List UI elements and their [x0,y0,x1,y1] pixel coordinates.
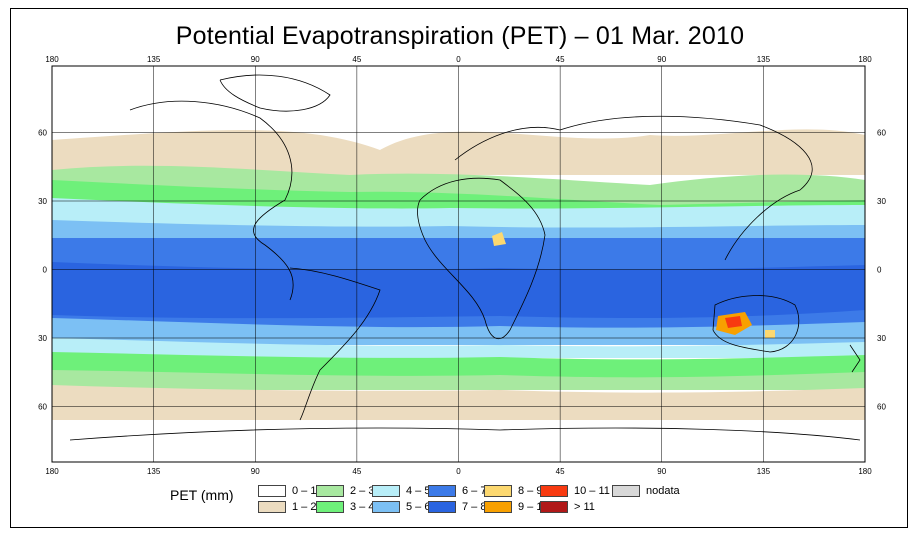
legend-item-label: 0 – 1 [292,485,317,497]
lon-tick-label: 45 [556,55,565,64]
legend-item: 2 – 3 [316,484,374,498]
legend-item: 1 – 2 [258,500,316,514]
legend-label: PET (mm) [170,487,234,503]
legend-swatch [540,485,568,497]
lon-tick-label: 0 [456,467,461,476]
lon-tick-label: 90 [251,467,260,476]
lat-tick-label: 30 [38,334,47,343]
lat-ticks-left: 60 30 0 30 60 [38,129,47,412]
legend-item-label: 5 – 6 [406,501,431,513]
lat-ticks-right: 60 30 0 30 60 [877,129,886,412]
lat-tick-label: 60 [877,403,886,412]
lon-tick-label: 135 [147,467,161,476]
lon-tick-label: 0 [456,55,461,64]
legend-swatch [316,485,344,497]
lon-tick-label: 90 [251,55,260,64]
legend-item: 4 – 5 [372,484,430,498]
legend-swatch [316,501,344,513]
legend-item-label: 6 – 7 [462,485,487,497]
legend-item-label: 3 – 4 [350,501,375,513]
legend-item: 6 – 7 [428,484,486,498]
lon-tick-label: 180 [45,467,59,476]
legend-swatch [540,501,568,513]
lon-tick-label: 45 [352,55,361,64]
lat-tick-label: 30 [877,334,886,343]
lat-tick-label: 0 [877,266,882,275]
lon-tick-label: 135 [147,55,161,64]
figure-frame [10,8,908,528]
lon-tick-label: 135 [757,467,771,476]
legend-swatch [258,501,286,513]
hotspot-australia-east [765,330,775,338]
lat-tick-label: 30 [877,197,886,206]
lon-tick-label: 180 [45,55,59,64]
lon-ticks-bottom: 180 135 90 45 0 45 90 135 180 [45,467,872,476]
lon-tick-label: 45 [352,467,361,476]
map-title: Potential Evapotranspiration (PET) – 01 … [175,22,745,50]
legend-item-label: 2 – 3 [350,485,375,497]
legend-item-label: > 11 [574,501,595,513]
legend-swatch [428,485,456,497]
legend-swatch [372,485,400,497]
legend-item-label: 10 – 11 [574,485,610,497]
hotspot-australia-core [725,316,742,328]
lon-tick-label: 180 [858,467,872,476]
legend-item-label: 8 – 9 [518,485,543,497]
legend-item: 7 – 8 [428,500,486,514]
legend-item: nodata [612,484,680,498]
legend-item-label: 7 – 8 [462,501,487,513]
legend-item: 10 – 11 [540,484,610,498]
legend-item: 5 – 6 [372,500,430,514]
legend-swatch [484,501,512,513]
legend-item: 8 – 9 [484,484,542,498]
lon-tick-label: 90 [657,467,666,476]
legend-item-label: 1 – 2 [292,501,317,513]
lat-tick-label: 60 [38,129,47,138]
legend-swatch [484,485,512,497]
hotspot-africa [492,232,506,246]
legend-item: 3 – 4 [316,500,374,514]
lon-tick-label: 180 [858,55,872,64]
lon-tick-label: 90 [657,55,666,64]
map-border [51,65,866,463]
legend-item-label: nodata [646,485,680,497]
lat-tick-label: 60 [877,129,886,138]
lon-ticks-top: 180 135 90 45 0 45 90 135 180 [45,55,872,64]
legend-item: 0 – 1 [258,484,316,498]
coastlines [69,74,861,441]
lon-tick-label: 135 [757,55,771,64]
legend-item-label: 4 – 5 [406,485,431,497]
legend-swatch [372,501,400,513]
graticule [51,66,866,462]
legend-swatch [428,501,456,513]
legend-swatch [612,485,640,497]
lat-tick-label: 0 [43,266,48,275]
legend-item: 9 – 10 [484,500,549,514]
lat-tick-label: 30 [38,197,47,206]
legend-swatch [258,485,286,497]
legend-item: > 11 [540,500,595,514]
lon-tick-label: 45 [556,467,565,476]
lat-tick-label: 60 [38,403,47,412]
